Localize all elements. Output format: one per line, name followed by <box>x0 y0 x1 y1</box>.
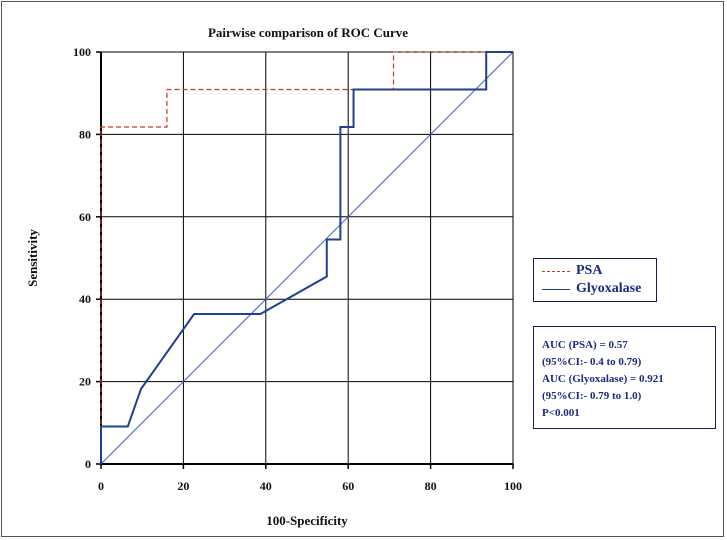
annotation-p-value: P<0.001 <box>542 407 580 419</box>
legend-item-glyoxalase: Glyoxalase <box>542 280 641 298</box>
annotation-ci-psa: (95%CI:- 0.4 to 0.79) <box>542 356 642 368</box>
y-tick-label: 60 <box>79 210 91 224</box>
y-tick-label: 100 <box>73 45 91 59</box>
grid-lines <box>100 51 514 465</box>
legend-item-psa: PSA <box>542 262 602 280</box>
legend-swatch-glyoxalase <box>542 288 570 290</box>
reference-diagonal-line <box>100 51 514 465</box>
series-line-glyoxalase <box>100 51 513 464</box>
x-tick-label: 80 <box>425 479 437 493</box>
y-tick-label: 80 <box>79 127 91 141</box>
annotation-auc-glyoxalase: AUC (Glyoxalase) = 0.921 <box>542 373 664 385</box>
series-group <box>100 51 514 465</box>
y-axis-label: Sensitivity <box>25 229 40 287</box>
axis-ticks: 0 20 40 60 80 100 0 20 40 60 80 100 <box>73 45 522 493</box>
x-tick-label: 20 <box>177 479 189 493</box>
x-tick-label: 0 <box>98 479 104 493</box>
chart-title: Pairwise comparison of ROC Curve <box>208 25 408 40</box>
auc-annotation-box: AUC (PSA) = 0.57 (95%CI:- 0.4 to 0.79) A… <box>533 326 716 429</box>
annotation-ci-glyoxalase: (95%CI:- 0.79 to 1.0) <box>542 390 642 402</box>
x-tick-label: 60 <box>342 479 354 493</box>
legend-label-psa: PSA <box>576 263 603 278</box>
annotation-auc-psa: AUC (PSA) = 0.57 <box>542 339 628 351</box>
y-tick-label: 20 <box>79 375 91 389</box>
x-axis-label: 100-Specificity <box>266 513 348 528</box>
x-tick-label: 40 <box>260 479 272 493</box>
legend-swatch-psa <box>542 270 570 272</box>
legend: PSA Glyoxalase <box>533 258 657 302</box>
x-tick-label: 100 <box>504 479 522 493</box>
y-tick-label: 40 <box>79 292 91 306</box>
series-line-psa <box>100 51 513 464</box>
legend-label-glyoxalase: Glyoxalase <box>576 281 642 296</box>
y-tick-label: 0 <box>85 457 91 471</box>
